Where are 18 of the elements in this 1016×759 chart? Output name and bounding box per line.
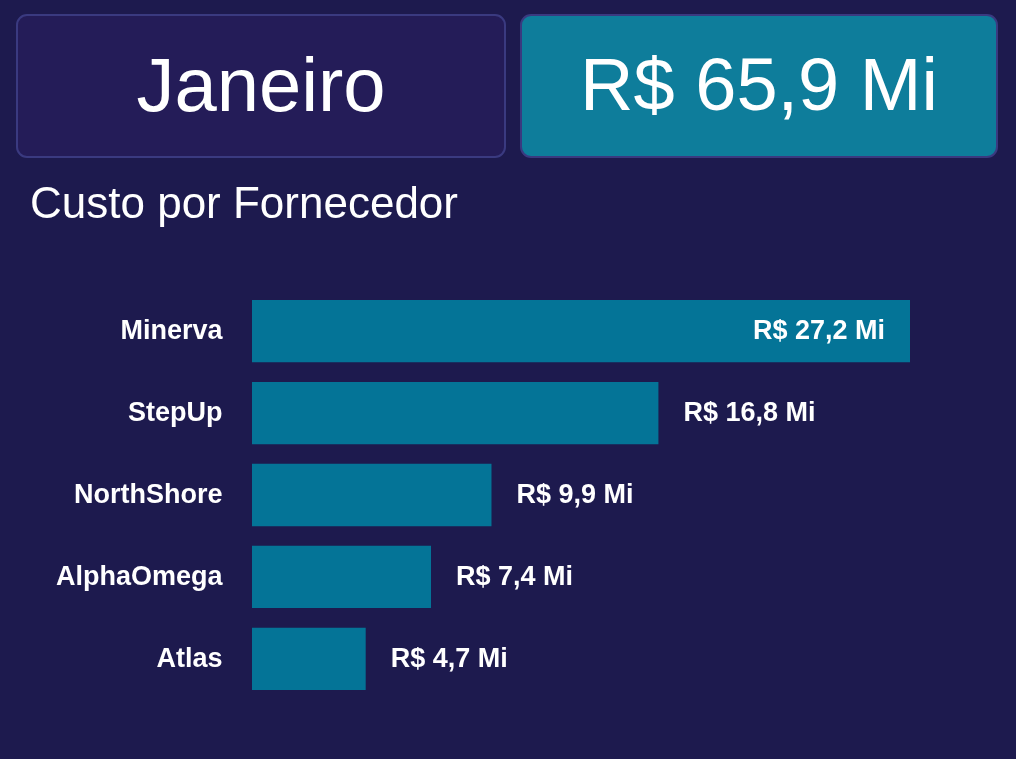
text: R$ 65,9 Mi [580, 43, 938, 126]
data-label: R$ 9,9 Mi [516, 479, 634, 509]
data-label: R$ 4,7 Mi [390, 642, 508, 673]
y-tick-label: Minerva [120, 315, 224, 346]
chart-title: Custo por Fornecedor [30, 178, 458, 227]
bar [252, 381, 659, 445]
bar [252, 545, 432, 609]
data-label: R$ 16,8 Mi [683, 397, 816, 428]
y-tick-label: Atlas [156, 642, 223, 673]
bar [252, 627, 366, 690]
bar [252, 463, 492, 527]
y-tick-label: StepUp [128, 397, 223, 428]
data-label: R$ 7,4 Mi [456, 560, 574, 591]
data-label: R$ 27,2 Mi [752, 315, 885, 346]
y-tick-label: AlphaOmega [55, 560, 224, 591]
y-tick-label: NorthShore [74, 479, 223, 509]
bar [252, 300, 910, 363]
text: Janeiro [136, 42, 386, 127]
